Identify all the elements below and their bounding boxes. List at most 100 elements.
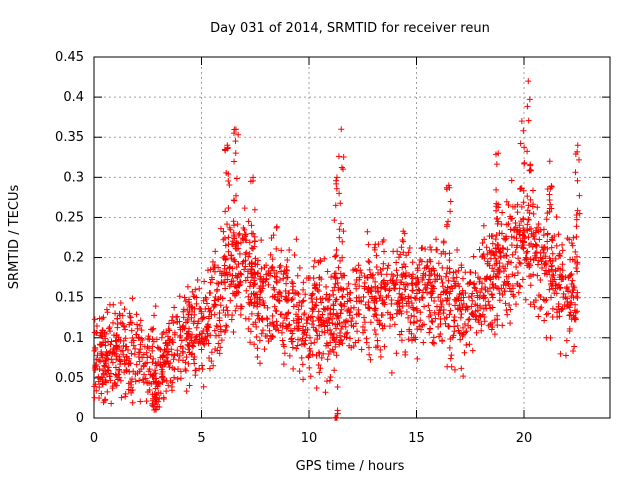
data-point — [489, 240, 496, 247]
data-point — [410, 319, 417, 326]
data-point — [432, 276, 439, 283]
data-point — [193, 336, 200, 343]
data-point — [207, 279, 214, 286]
data-point — [366, 351, 373, 358]
data-point — [459, 287, 466, 294]
data-point — [573, 212, 580, 219]
data-point — [414, 267, 421, 274]
data-point — [188, 314, 195, 321]
data-point — [310, 263, 317, 270]
data-point — [117, 358, 124, 365]
data-point — [481, 318, 488, 325]
data-point — [290, 303, 297, 310]
data-point — [215, 264, 222, 271]
data-point — [476, 312, 483, 319]
data-point — [226, 182, 233, 189]
data-point — [459, 333, 466, 340]
data-point — [403, 308, 410, 315]
data-point — [568, 293, 575, 300]
data-point — [186, 349, 193, 356]
plot-area-border — [93, 56, 611, 419]
data-point — [234, 274, 241, 281]
data-point — [254, 354, 261, 361]
data-point — [565, 303, 572, 310]
data-point — [519, 276, 526, 283]
data-point — [103, 306, 110, 313]
data-point — [286, 246, 293, 253]
data-point — [414, 355, 421, 362]
data-point — [245, 253, 252, 260]
data-point — [159, 331, 166, 338]
data-point — [477, 304, 484, 311]
data-point — [365, 289, 372, 296]
data-point — [452, 268, 459, 275]
data-point — [307, 348, 314, 355]
data-point — [339, 293, 346, 300]
data-point — [129, 376, 135, 383]
data-point — [366, 266, 373, 273]
data-point — [183, 336, 190, 343]
data-point — [329, 315, 336, 322]
data-point — [517, 237, 524, 244]
data-point — [137, 341, 144, 348]
data-point — [207, 289, 214, 296]
data-point — [495, 274, 502, 281]
data-point — [361, 272, 368, 279]
data-point — [296, 368, 303, 375]
data-point — [460, 324, 467, 331]
data-point — [431, 271, 438, 278]
data-point — [554, 284, 561, 291]
data-point — [504, 246, 511, 253]
data-point — [181, 325, 188, 332]
data-point — [443, 221, 450, 228]
data-point — [234, 221, 241, 228]
data-point — [428, 285, 435, 292]
data-point — [247, 279, 254, 286]
data-point — [150, 338, 157, 345]
data-point — [367, 319, 374, 326]
data-point — [140, 363, 147, 370]
data-point — [324, 268, 331, 275]
data-point — [186, 307, 193, 313]
data-point — [443, 270, 450, 277]
data-point — [416, 287, 423, 294]
data-point — [383, 294, 390, 301]
data-point — [368, 284, 375, 291]
data-point — [226, 264, 233, 271]
data-point — [456, 302, 463, 309]
data-point — [215, 296, 222, 303]
x-tick-label: 20 — [516, 431, 533, 446]
data-point — [517, 185, 524, 192]
data-point — [512, 249, 519, 256]
data-point — [446, 311, 453, 318]
data-point — [533, 254, 540, 261]
data-point — [148, 380, 155, 387]
data-point — [480, 293, 487, 300]
data-point — [346, 312, 353, 319]
data-point — [344, 291, 351, 298]
data-point — [538, 304, 545, 311]
data-point — [574, 177, 581, 184]
data-point — [257, 289, 264, 296]
data-point — [513, 263, 520, 270]
data-point — [437, 315, 444, 322]
data-point — [309, 299, 316, 306]
data-point — [416, 261, 423, 268]
data-point — [521, 144, 528, 151]
data-point — [332, 202, 339, 209]
data-point — [361, 319, 368, 326]
data-point — [438, 275, 445, 282]
data-point — [150, 325, 157, 332]
data-point — [403, 270, 410, 277]
data-point — [276, 264, 283, 271]
data-point — [255, 310, 262, 317]
data-point — [123, 343, 130, 350]
data-point — [408, 330, 415, 337]
data-point — [230, 329, 237, 336]
data-point — [502, 265, 509, 272]
data-point — [514, 201, 521, 208]
data-point — [168, 351, 175, 358]
data-point — [286, 352, 293, 359]
data-point — [177, 368, 184, 375]
data-point — [415, 286, 422, 293]
